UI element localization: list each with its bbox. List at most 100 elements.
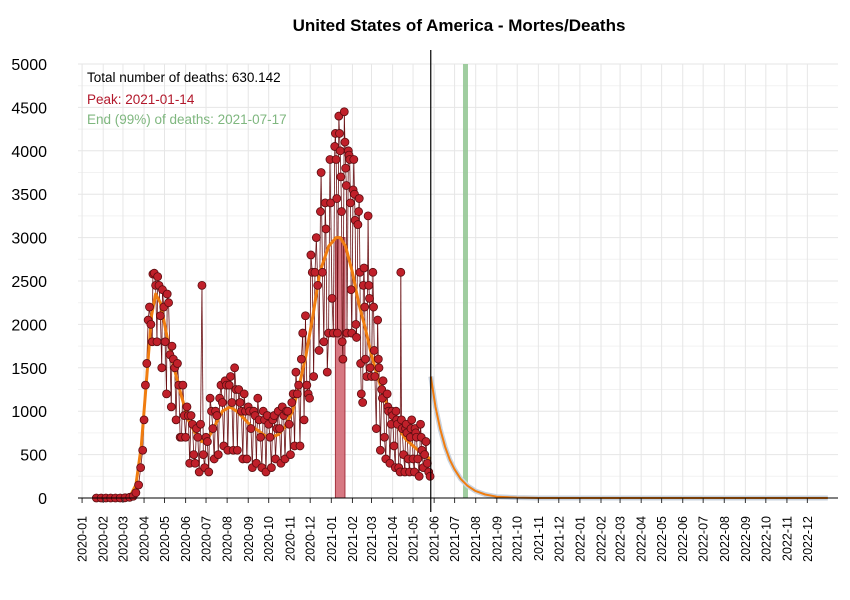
x-tick-label: 2022-10 bbox=[759, 516, 773, 562]
y-tick-labels: 0 500 1000 1500 2000 2500 3000 3500 4000 4500 5000 bbox=[11, 57, 47, 508]
data-point bbox=[136, 463, 146, 473]
x-tick-label: 2020-06 bbox=[179, 516, 193, 562]
data-point bbox=[369, 346, 379, 355]
x-tick-label: 2021-02 bbox=[346, 516, 360, 562]
data-point bbox=[193, 432, 203, 442]
data-point bbox=[421, 437, 431, 446]
x-tick-label: 2022-04 bbox=[635, 516, 649, 562]
data-point bbox=[341, 181, 351, 190]
data-point bbox=[186, 411, 196, 420]
data-point bbox=[331, 155, 341, 164]
data-point bbox=[253, 393, 263, 403]
data-point bbox=[283, 406, 293, 416]
x-tick-label: 2022-07 bbox=[697, 516, 711, 562]
point-connector bbox=[351, 189, 354, 334]
point-connector bbox=[367, 215, 370, 286]
point-connector bbox=[200, 285, 203, 425]
data-point bbox=[346, 285, 356, 295]
point-connector bbox=[178, 385, 181, 438]
point-connector bbox=[227, 385, 230, 451]
annotation-peak: Peak: 2021-01-14 bbox=[87, 92, 195, 107]
data-point bbox=[306, 250, 316, 260]
point-connector bbox=[335, 159, 338, 199]
data-point bbox=[326, 198, 336, 208]
x-tick-label: 2022-09 bbox=[739, 516, 753, 562]
data-point bbox=[311, 233, 321, 243]
point-connector bbox=[346, 150, 349, 334]
point-connector bbox=[246, 406, 249, 459]
data-point bbox=[131, 488, 141, 498]
annotations: Total number of deaths: 630.142 Peak: 20… bbox=[87, 70, 287, 127]
data-point bbox=[373, 354, 383, 364]
data-point bbox=[166, 402, 176, 412]
y-tick-label: 4500 bbox=[11, 100, 47, 117]
data-point bbox=[296, 354, 306, 364]
data-point bbox=[145, 302, 154, 312]
data-point bbox=[333, 328, 342, 338]
data-point bbox=[284, 419, 294, 429]
data-point bbox=[204, 467, 214, 477]
x-tick-label: 2022-08 bbox=[718, 516, 732, 562]
data-point bbox=[346, 198, 355, 208]
y-tick-label: 0 bbox=[38, 491, 47, 508]
data-point bbox=[365, 363, 375, 373]
data-point bbox=[226, 372, 235, 381]
data-point bbox=[178, 380, 188, 390]
data-point bbox=[190, 458, 200, 468]
data-point bbox=[382, 389, 392, 399]
point-connector bbox=[264, 419, 267, 472]
data-point bbox=[420, 450, 430, 460]
point-connector bbox=[201, 285, 204, 455]
point-connector bbox=[342, 111, 345, 360]
point-connector bbox=[302, 333, 305, 420]
data-point bbox=[337, 207, 346, 216]
data-point bbox=[205, 393, 215, 403]
data-point bbox=[134, 480, 144, 490]
data-point bbox=[208, 424, 218, 433]
data-point bbox=[369, 302, 378, 312]
data-point bbox=[298, 328, 308, 338]
data-point bbox=[335, 146, 345, 156]
data-point bbox=[354, 194, 364, 203]
data-point bbox=[138, 445, 148, 455]
annotation-total: Total number of deaths: 630.142 bbox=[87, 70, 281, 85]
grid bbox=[78, 63, 838, 499]
data-point bbox=[396, 267, 406, 277]
data-point bbox=[422, 458, 432, 468]
point-connector bbox=[356, 224, 359, 338]
data-point bbox=[162, 389, 171, 399]
x-tick-label: 2020-08 bbox=[221, 516, 235, 562]
point-connector bbox=[373, 307, 375, 351]
x-tick-label: 2020-11 bbox=[283, 516, 297, 561]
data-point bbox=[294, 380, 304, 390]
y-tick-label: 500 bbox=[20, 448, 47, 465]
data-point bbox=[181, 432, 190, 442]
data-point bbox=[341, 163, 351, 173]
x-tick-label: 2020-10 bbox=[262, 516, 276, 562]
data-point bbox=[375, 445, 385, 455]
data-point bbox=[332, 194, 342, 203]
data-point bbox=[378, 376, 388, 386]
point-connector bbox=[283, 415, 286, 459]
data-point bbox=[413, 454, 423, 464]
data-point bbox=[364, 280, 374, 290]
data-point bbox=[142, 359, 152, 368]
data-point bbox=[302, 380, 312, 390]
annotation-end: End (99%) of deaths: 2021-07-17 bbox=[87, 112, 287, 127]
data-point bbox=[291, 367, 301, 377]
data-point bbox=[141, 380, 150, 390]
end-band bbox=[462, 64, 468, 498]
x-tick-label: 2020-03 bbox=[116, 516, 130, 562]
data-point bbox=[227, 398, 237, 407]
x-tick-label: 2020-12 bbox=[304, 516, 318, 562]
data-point bbox=[246, 424, 256, 433]
data-point bbox=[359, 263, 369, 273]
data-point bbox=[301, 311, 310, 321]
point-connector bbox=[369, 298, 371, 368]
data-point bbox=[198, 450, 208, 460]
x-tick-label: 2020-02 bbox=[97, 516, 111, 562]
x-tick-label: 2022-03 bbox=[614, 516, 628, 562]
data-point bbox=[351, 319, 361, 329]
data-point bbox=[305, 393, 314, 403]
data-point bbox=[370, 372, 380, 381]
